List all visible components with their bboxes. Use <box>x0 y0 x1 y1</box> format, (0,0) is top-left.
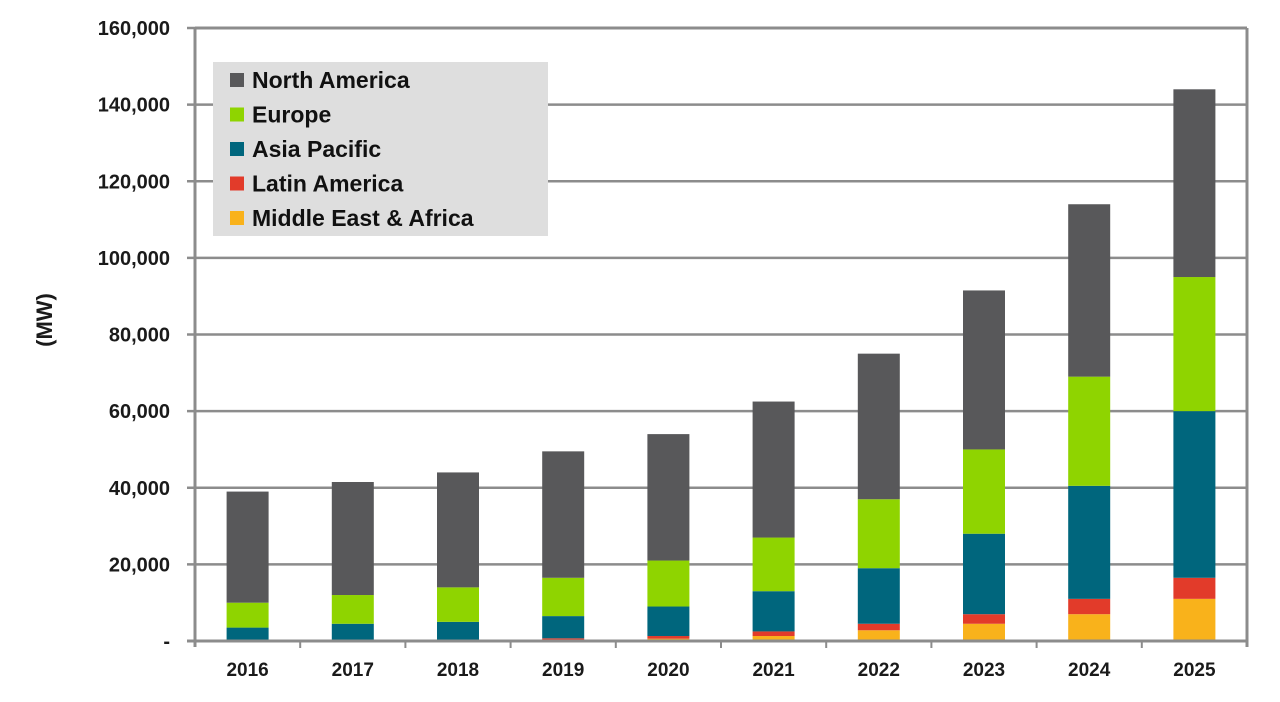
bar-segment-europe-2019 <box>542 577 585 617</box>
x-tick-label: 2024 <box>1068 660 1111 681</box>
bars <box>226 89 1216 641</box>
bar-segment-europe-2016 <box>226 602 269 628</box>
x-tick-label: 2023 <box>963 660 1005 681</box>
legend-swatch <box>230 176 244 191</box>
bar-segment-latin-america-2023 <box>963 614 1005 624</box>
legend-swatch <box>230 107 244 122</box>
bar-segment-asia-pacific-2021 <box>752 591 795 632</box>
bar-segment-north-america-2024 <box>1068 204 1111 377</box>
bar-segment-north-america-2022 <box>857 353 900 500</box>
legend-label: Asia Pacific <box>252 136 381 162</box>
bar-segment-latin-america-2025 <box>1173 577 1216 599</box>
y-tick-label: 40,000 <box>109 478 170 500</box>
axes <box>187 26 1249 648</box>
bar-segment-latin-america-2021 <box>752 631 795 637</box>
bar-segment-asia-pacific-2023 <box>963 533 1005 615</box>
bar-segment-north-america-2021 <box>752 401 795 538</box>
bar-segment-middle-east-africa-2022 <box>857 630 900 641</box>
legend-label: Middle East & Africa <box>252 205 474 231</box>
bar-segment-asia-pacific-2017 <box>331 623 374 641</box>
bar-segment-north-america-2019 <box>542 451 585 578</box>
bar-segment-europe-2025 <box>1173 277 1216 412</box>
x-tick-labels: 2016 2017 2018 2019 2020 2021 2022 2023 2024 2025 <box>226 660 1216 681</box>
x-tick-label: 2016 <box>226 660 268 681</box>
bar-segment-middle-east-africa-2021 <box>752 636 795 641</box>
legend-swatch <box>230 142 244 156</box>
y-tick-labels: - 20,000 40,000 60,000 80,000 100,000 120,000 1… <box>98 18 170 653</box>
bar-segment-europe-2020 <box>647 560 690 607</box>
x-tick-label: 2018 <box>437 660 479 681</box>
bar-segment-north-america-2023 <box>963 290 1005 450</box>
bar-segment-latin-america-2019 <box>542 638 585 640</box>
y-tick-label: 20,000 <box>109 554 170 576</box>
bar-segment-europe-2022 <box>857 499 900 569</box>
bar-segment-latin-america-2020 <box>647 636 690 639</box>
x-tick-label: 2017 <box>332 660 374 681</box>
bar-segment-north-america-2018 <box>437 472 479 588</box>
bar-segment-europe-2017 <box>331 595 374 624</box>
legend: North America Europe Asia Pacific Latin Ame… <box>213 62 548 236</box>
bar-segment-asia-pacific-2024 <box>1068 485 1111 599</box>
bar-segment-europe-2024 <box>1068 376 1111 486</box>
y-tick-label: 60,000 <box>109 401 170 423</box>
y-tick-label: 160,000 <box>98 18 170 40</box>
legend-box <box>213 62 548 236</box>
bar-segment-north-america-2020 <box>647 434 690 561</box>
y-tick-label: 80,000 <box>109 325 170 347</box>
legend-label: North America <box>252 67 410 93</box>
y-tick-label: 140,000 <box>98 95 170 117</box>
x-tick-label: 2020 <box>647 660 689 681</box>
x-tick-label: 2021 <box>752 660 795 681</box>
bar-segment-asia-pacific-2022 <box>857 568 900 624</box>
bar-segment-asia-pacific-2025 <box>1173 411 1216 578</box>
y-tick-label: 120,000 <box>98 171 170 193</box>
y-tick-label: 100,000 <box>98 248 170 270</box>
bar-segment-north-america-2017 <box>331 482 374 596</box>
bar-segment-north-america-2025 <box>1173 89 1216 278</box>
bar-segment-latin-america-2022 <box>857 623 900 631</box>
y-axis-title: (MW) <box>32 293 57 347</box>
legend-swatch <box>230 73 244 87</box>
legend-label: Europe <box>252 102 331 128</box>
bar-segment-middle-east-africa-2024 <box>1068 614 1111 641</box>
bar-segment-middle-east-africa-2023 <box>963 623 1005 641</box>
bar-segment-europe-2018 <box>437 587 479 622</box>
bar-segment-latin-america-2024 <box>1068 598 1111 615</box>
legend-swatch <box>230 211 244 225</box>
bar-segment-asia-pacific-2016 <box>226 627 269 641</box>
x-tick-label: 2019 <box>542 660 584 681</box>
x-tick-label: 2022 <box>858 660 900 681</box>
bar-segment-north-america-2016 <box>226 491 269 603</box>
y-tick-label: - <box>163 631 170 653</box>
bar-segment-asia-pacific-2020 <box>647 606 690 637</box>
x-tick-label: 2025 <box>1173 660 1216 681</box>
bar-segment-asia-pacific-2019 <box>542 616 585 639</box>
bar-segment-middle-east-africa-2025 <box>1173 598 1216 641</box>
bar-segment-asia-pacific-2018 <box>437 621 479 641</box>
legend-label: Latin America <box>252 171 403 197</box>
bar-segment-europe-2021 <box>752 537 795 592</box>
bar-segment-europe-2023 <box>963 449 1005 534</box>
